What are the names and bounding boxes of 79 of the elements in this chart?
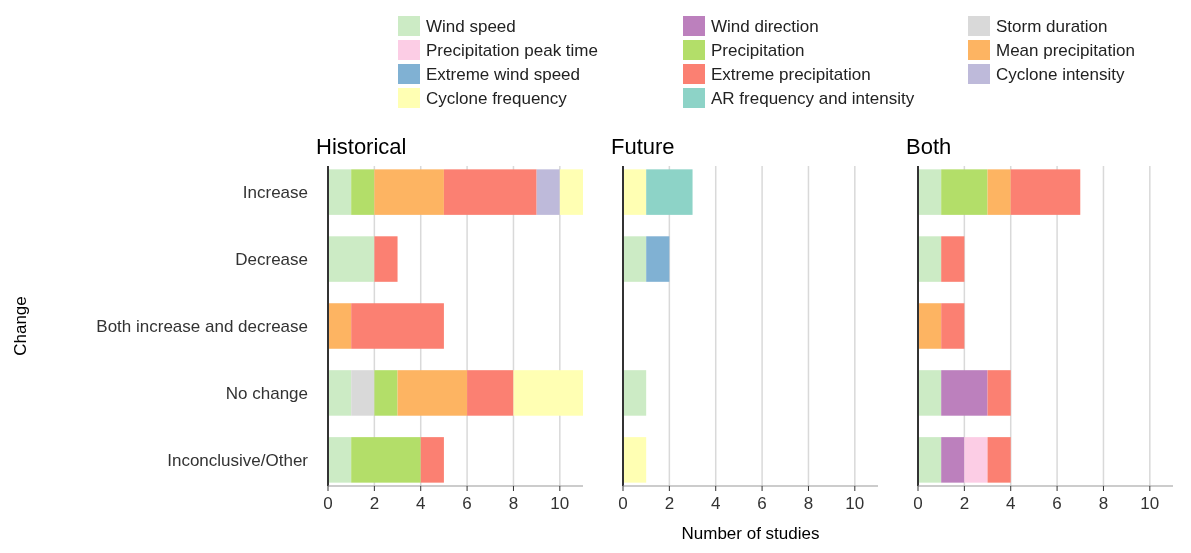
bar [941, 370, 988, 416]
legend-label: Storm duration [996, 17, 1108, 36]
bar [646, 236, 670, 282]
legend-label: Mean precipitation [996, 41, 1135, 60]
x-tick-label: 4 [710, 494, 721, 513]
x-tick-label: 10 [550, 494, 570, 513]
x-axis-title: Number of studies [681, 524, 820, 543]
bar [374, 169, 444, 215]
bar [941, 169, 988, 215]
bar [623, 370, 647, 416]
bar [987, 370, 1011, 416]
legend-label: Cyclone frequency [426, 89, 568, 108]
chart-title: Future [611, 134, 675, 159]
bar [351, 303, 444, 349]
bar [328, 437, 352, 483]
bar [351, 437, 421, 483]
y-tick-label: No change [225, 383, 308, 403]
bar [467, 370, 514, 416]
x-tick-label: 4 [1005, 494, 1016, 513]
x-tick-label: 0 [323, 494, 333, 513]
bar [941, 236, 965, 282]
bar [987, 169, 1011, 215]
x-tick-label: 8 [803, 494, 814, 513]
bar [351, 370, 375, 416]
x-tick-label: 2 [959, 494, 970, 513]
bar [536, 169, 560, 215]
bar [918, 169, 942, 215]
bar [328, 169, 352, 215]
bar [987, 437, 1011, 483]
legend-label: Cyclone intensity [996, 65, 1125, 84]
x-tick-label: 6 [462, 494, 472, 513]
y-tick-label: Increase [242, 183, 308, 203]
bar [559, 169, 583, 215]
bar [351, 169, 375, 215]
bar [646, 169, 693, 215]
x-tick-label: 4 [415, 494, 426, 513]
bar [513, 370, 583, 416]
bar [443, 169, 537, 215]
bar [964, 437, 988, 483]
x-tick-label: 2 [664, 494, 675, 513]
legend-label: Extreme precipitation [711, 65, 871, 84]
x-tick-label: 10 [845, 494, 865, 513]
x-tick-label: 8 [1098, 494, 1109, 513]
bar [374, 370, 398, 416]
bar [941, 437, 965, 483]
y-tick-label: Both increase and decrease [96, 316, 308, 336]
bar [328, 303, 352, 349]
y-axis-title: Change [11, 296, 30, 356]
bar [397, 370, 468, 416]
bar [328, 370, 352, 416]
x-tick-label: 6 [1052, 494, 1062, 513]
y-tick-label: Inconclusive/Other [167, 450, 309, 470]
y-tick-label: Decrease [235, 250, 308, 269]
bar [918, 437, 942, 483]
bar [1010, 169, 1081, 215]
bar [918, 303, 942, 349]
x-tick-label: 2 [369, 494, 380, 513]
bar [941, 303, 965, 349]
chart-title: Both [906, 134, 952, 159]
chart-title: Historical [316, 134, 407, 159]
x-tick-label: 0 [618, 494, 628, 513]
bar [918, 236, 942, 282]
bar [623, 236, 647, 282]
legend-label: Wind speed [426, 17, 516, 36]
bar [623, 169, 647, 215]
x-tick-label: 6 [757, 494, 767, 513]
legend-label: Wind direction [711, 17, 819, 36]
bar [374, 236, 398, 282]
legend-label: Precipitation [711, 41, 805, 60]
bar [918, 370, 942, 416]
legend-label: Precipitation peak time [426, 41, 598, 60]
x-tick-label: 10 [1140, 494, 1160, 513]
legend-label: AR frequency and intensity [711, 89, 915, 108]
legend-label: Extreme wind speed [426, 65, 581, 84]
bar [328, 236, 375, 282]
x-tick-label: 0 [913, 494, 923, 513]
bar [623, 437, 647, 483]
bar [420, 437, 444, 483]
x-tick-label: 8 [508, 494, 519, 513]
